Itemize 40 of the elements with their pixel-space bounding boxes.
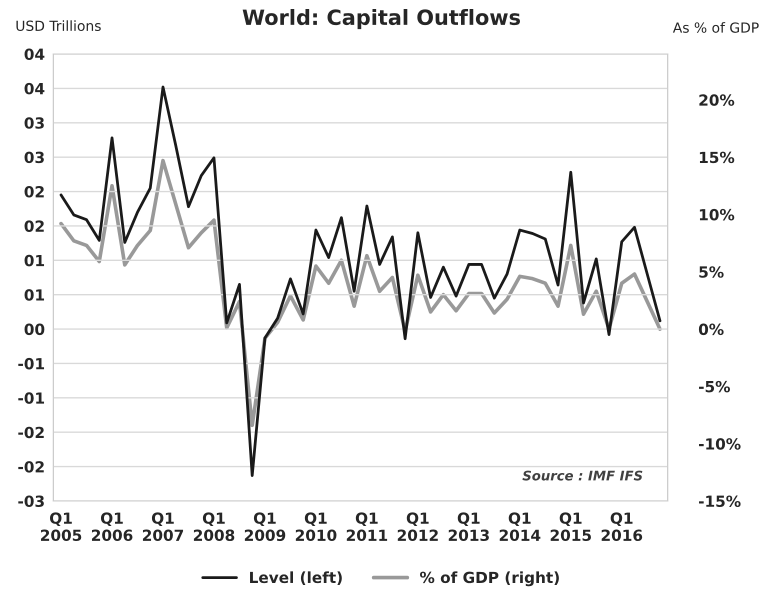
x-tick-label: Q1 2011: [346, 512, 388, 542]
x-tick-label: Q1 2012: [398, 512, 438, 542]
y-tick-label: 02: [24, 220, 44, 232]
legend-label: Level (left): [250, 571, 342, 585]
x-tick-label: Q1 2010: [296, 512, 336, 542]
y-tick-label: -02: [18, 461, 44, 473]
x-tick-label: Q1 2014: [500, 512, 540, 542]
y2-tick-label: -5%: [699, 380, 730, 392]
y-tick-label: 03: [24, 117, 44, 129]
y-tick-label: -01: [18, 392, 44, 404]
y-tick-label: 04: [24, 48, 44, 60]
x-tick-label: Q1 2007: [142, 512, 184, 542]
chart-title: World: Capital Outflows: [242, 9, 520, 30]
legend-label: % of GDP (right): [420, 571, 559, 586]
y2-tick-label: -15%: [699, 495, 741, 508]
y2-axis-title: As % of GDP: [672, 22, 759, 33]
y-axis-title: USD Trillions: [16, 20, 101, 32]
x-tick-label: Q1 2015: [550, 512, 591, 542]
y-tick-label: 01: [24, 289, 44, 301]
annotation: Source : IMF IFS: [522, 470, 642, 481]
y2-tick-label: -10%: [699, 438, 741, 450]
y2-tick-label: 15%: [700, 152, 734, 164]
y2-tick-label: 10%: [700, 208, 734, 220]
x-tick-label: Q1 2016: [602, 512, 642, 542]
x-tick-label: Q1 2008: [194, 512, 234, 542]
x-tick-label: Q1 2005: [41, 512, 82, 542]
y-tick-label: -03: [18, 495, 44, 508]
y-tick-label: 02: [24, 186, 44, 198]
x-tick-label: Q1 2013: [448, 512, 489, 542]
x-tick-label: Q1 2006: [92, 512, 132, 542]
y-tick-label: 00: [24, 324, 44, 336]
y2-tick-label: 20%: [699, 94, 734, 106]
y-tick-label: -02: [18, 426, 44, 438]
y-tick-label: -01: [18, 358, 44, 370]
y-tick-label: 01: [24, 254, 44, 266]
y2-tick-label: 5%: [699, 266, 724, 278]
x-tick-label: Q1 2009: [244, 512, 286, 542]
y2-tick-label: 0%: [698, 324, 724, 336]
y-tick-label: 04: [24, 82, 44, 94]
y-tick-label: 03: [24, 152, 44, 164]
